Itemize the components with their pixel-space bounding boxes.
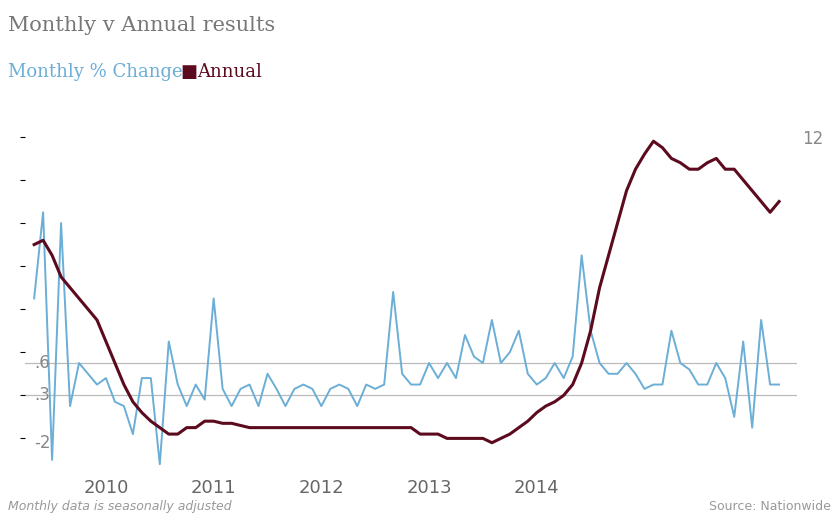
Text: Monthly % Change:: Monthly % Change:: [8, 63, 195, 81]
Text: ■: ■: [180, 63, 197, 81]
Text: Monthly v Annual results: Monthly v Annual results: [8, 16, 276, 35]
Text: Annual: Annual: [197, 63, 262, 81]
Text: -2: -2: [34, 434, 50, 452]
Text: .3: .3: [34, 386, 50, 404]
Text: Monthly data is seasonally adjusted: Monthly data is seasonally adjusted: [8, 499, 232, 513]
Text: Source: Nationwide: Source: Nationwide: [709, 499, 831, 513]
Text: .6: .6: [34, 354, 50, 372]
